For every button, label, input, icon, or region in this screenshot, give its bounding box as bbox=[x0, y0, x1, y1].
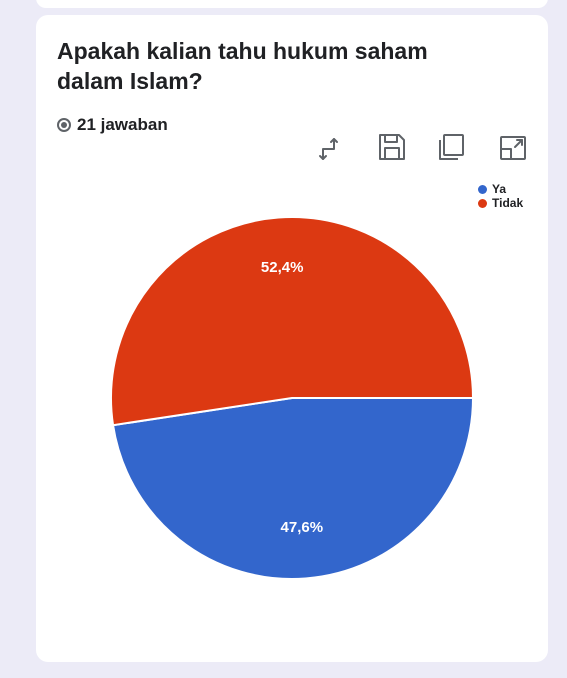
legend-label-tidak: Tidak bbox=[492, 196, 524, 210]
legend-item-tidak: Tidak bbox=[478, 196, 523, 210]
responses-label: 21 jawaban bbox=[77, 115, 168, 134]
swap-axes-icon[interactable] bbox=[314, 132, 344, 162]
legend-swatch-tidak bbox=[478, 198, 487, 208]
legend-swatch-ya bbox=[478, 184, 487, 194]
responses-count: 21 jawaban bbox=[57, 115, 168, 135]
question-title: Apakah kalian tahu hukum saham dalam Isl… bbox=[57, 38, 428, 94]
previous-card-edge bbox=[36, 0, 548, 8]
slice-label-ya: 47,6% bbox=[281, 519, 324, 536]
pie-slice-tidak[interactable] bbox=[110, 216, 475, 427]
legend-item-ya: Ya bbox=[478, 182, 523, 196]
slice-label-tidak: 52,4% bbox=[261, 259, 304, 276]
save-icon[interactable] bbox=[377, 132, 407, 162]
radio-icon bbox=[57, 118, 71, 132]
pie-slice-ya[interactable] bbox=[111, 397, 475, 580]
legend-label-ya: Ya bbox=[492, 182, 507, 196]
copy-icon[interactable] bbox=[436, 132, 466, 162]
chart-legend: Ya Tidak bbox=[478, 182, 523, 210]
open-in-new-icon[interactable] bbox=[498, 132, 528, 162]
